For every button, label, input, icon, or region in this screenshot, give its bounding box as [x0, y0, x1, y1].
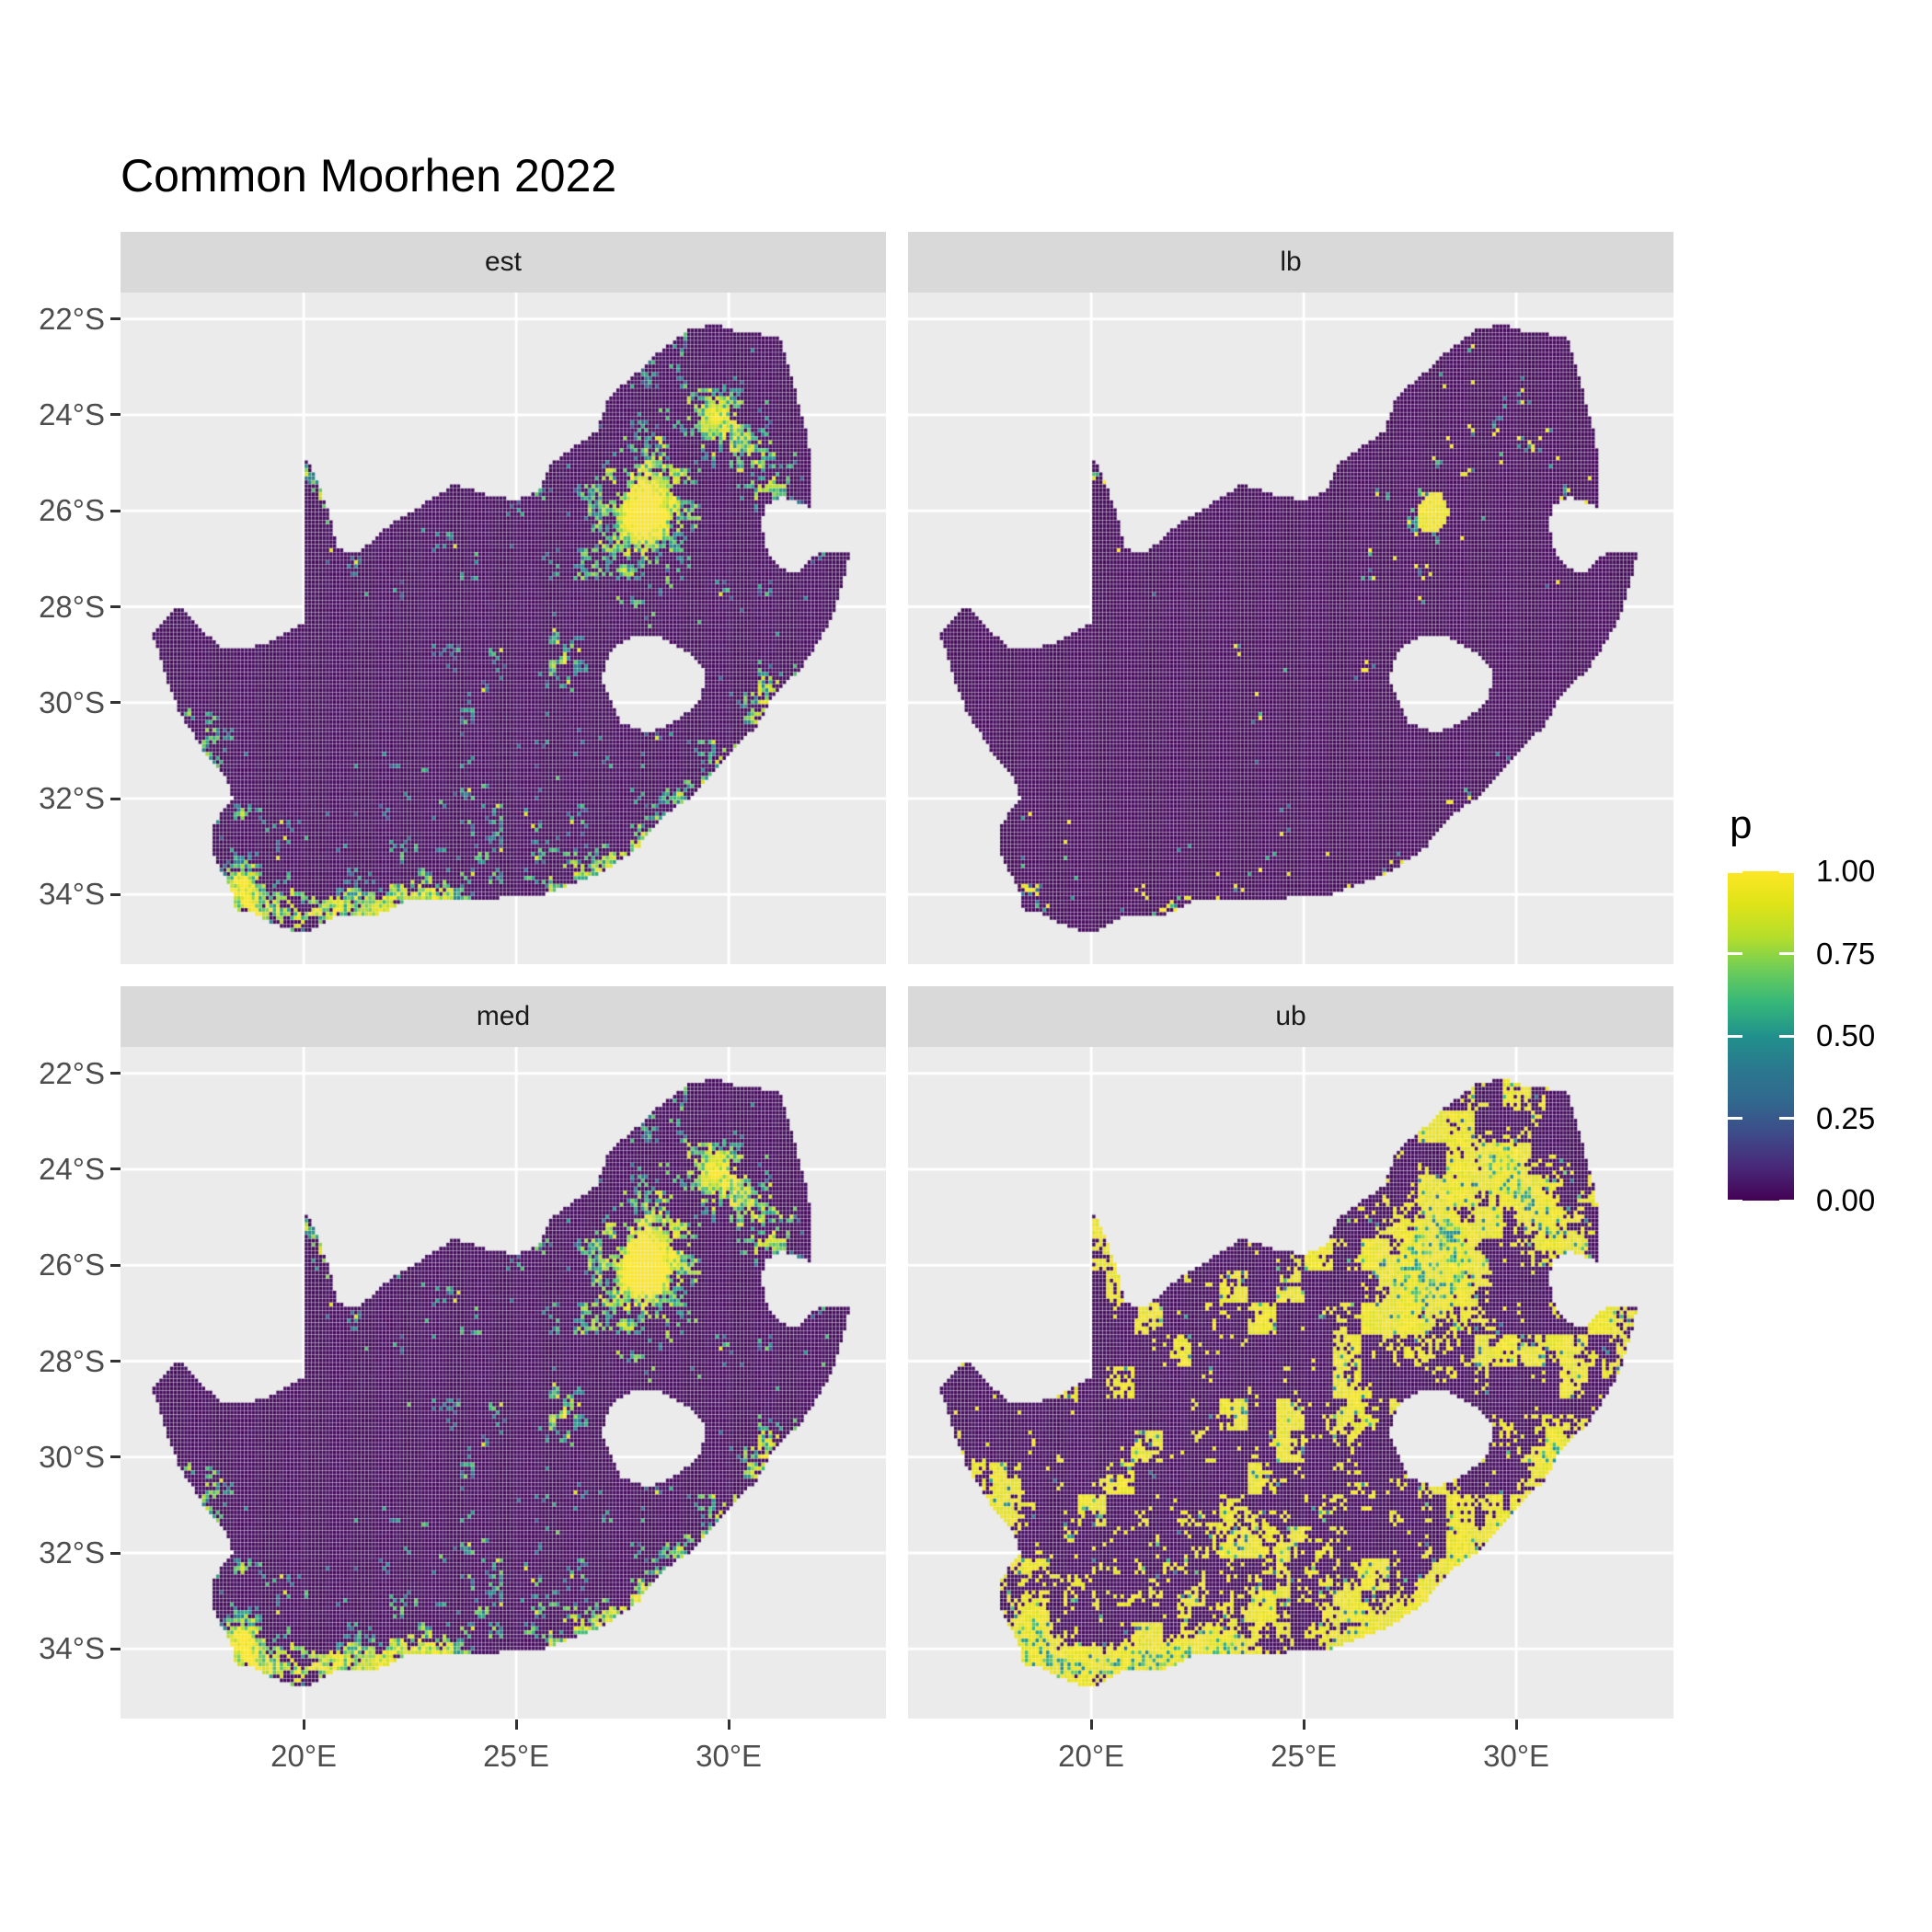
colorbar-label: 0.75: [1816, 936, 1876, 971]
colorbar-tick: [1779, 869, 1794, 873]
facet-strip-med: med: [121, 986, 886, 1047]
y-axis-tick: [110, 1167, 121, 1171]
y-axis-label: 30°S: [39, 1439, 105, 1474]
y-axis-tick: [110, 413, 121, 417]
x-axis-label: 25°E: [483, 1739, 550, 1773]
y-axis-tick: [110, 605, 121, 609]
colorbar-tick: [1779, 952, 1794, 955]
y-axis-label: 30°S: [39, 684, 105, 719]
colorbar-tick: [1779, 1034, 1794, 1038]
y-axis-tick: [110, 509, 121, 512]
y-axis-tick: [110, 317, 121, 321]
y-axis-label: 28°S: [39, 589, 105, 624]
y-axis-tick: [110, 1263, 121, 1267]
x-axis-label: 30°E: [1483, 1739, 1550, 1773]
y-axis-tick: [110, 892, 121, 896]
y-axis-label: 22°S: [39, 1055, 105, 1090]
colorbar-label: 1.00: [1816, 854, 1876, 888]
map-panel-ub: [908, 1047, 1673, 1719]
colorbar-label: 0.25: [1816, 1100, 1876, 1135]
y-axis-tick: [110, 1455, 121, 1459]
x-axis-tick: [1089, 1719, 1093, 1730]
y-axis-tick: [110, 1647, 121, 1650]
facet-strip-ub: ub: [908, 986, 1673, 1047]
x-axis-label: 25°E: [1271, 1739, 1338, 1773]
y-axis-label: 32°S: [39, 1535, 105, 1570]
map-panel-lb: [908, 293, 1673, 964]
y-axis-label: 32°S: [39, 781, 105, 816]
x-axis-tick: [1302, 1719, 1305, 1730]
x-axis-tick: [514, 1719, 518, 1730]
y-axis-tick: [110, 797, 121, 800]
colorbar-tick: [1728, 869, 1742, 873]
y-axis-label: 28°S: [39, 1343, 105, 1378]
facet-strip-est: est: [121, 232, 886, 293]
y-axis-label: 22°S: [39, 301, 105, 336]
y-axis-tick: [110, 701, 121, 705]
colorbar-tick: [1728, 1034, 1742, 1038]
y-axis-label: 26°S: [39, 1248, 105, 1282]
y-axis-label: 24°S: [39, 1151, 105, 1186]
y-axis-label: 26°S: [39, 493, 105, 528]
y-axis-label: 24°S: [39, 397, 105, 431]
x-axis-label: 20°E: [1058, 1739, 1125, 1773]
map-panel-med: [121, 1047, 886, 1719]
x-axis-label: 20°E: [270, 1739, 338, 1773]
facet-strip-lb: lb: [908, 232, 1673, 293]
plot-title: Common Moorhen 2022: [121, 150, 617, 201]
map-panel-est: [121, 293, 886, 964]
colorbar-tick: [1779, 1117, 1794, 1120]
x-axis-label: 30°E: [696, 1739, 763, 1773]
colorbar-tick: [1728, 1117, 1742, 1120]
colorbar-label: 0.50: [1816, 1018, 1876, 1052]
colorbar-tick: [1779, 1199, 1794, 1202]
y-axis-tick: [110, 1360, 121, 1363]
legend-title: p: [1730, 802, 1753, 847]
y-axis-tick: [110, 1551, 121, 1555]
y-axis-tick: [110, 1072, 121, 1075]
y-axis-label: 34°S: [39, 877, 105, 912]
colorbar-tick: [1728, 952, 1742, 955]
x-axis-tick: [302, 1719, 305, 1730]
x-axis-tick: [1514, 1719, 1518, 1730]
y-axis-label: 34°S: [39, 1631, 105, 1666]
colorbar-tick: [1728, 1199, 1742, 1202]
colorbar-label: 0.00: [1816, 1183, 1876, 1217]
x-axis-tick: [727, 1719, 730, 1730]
